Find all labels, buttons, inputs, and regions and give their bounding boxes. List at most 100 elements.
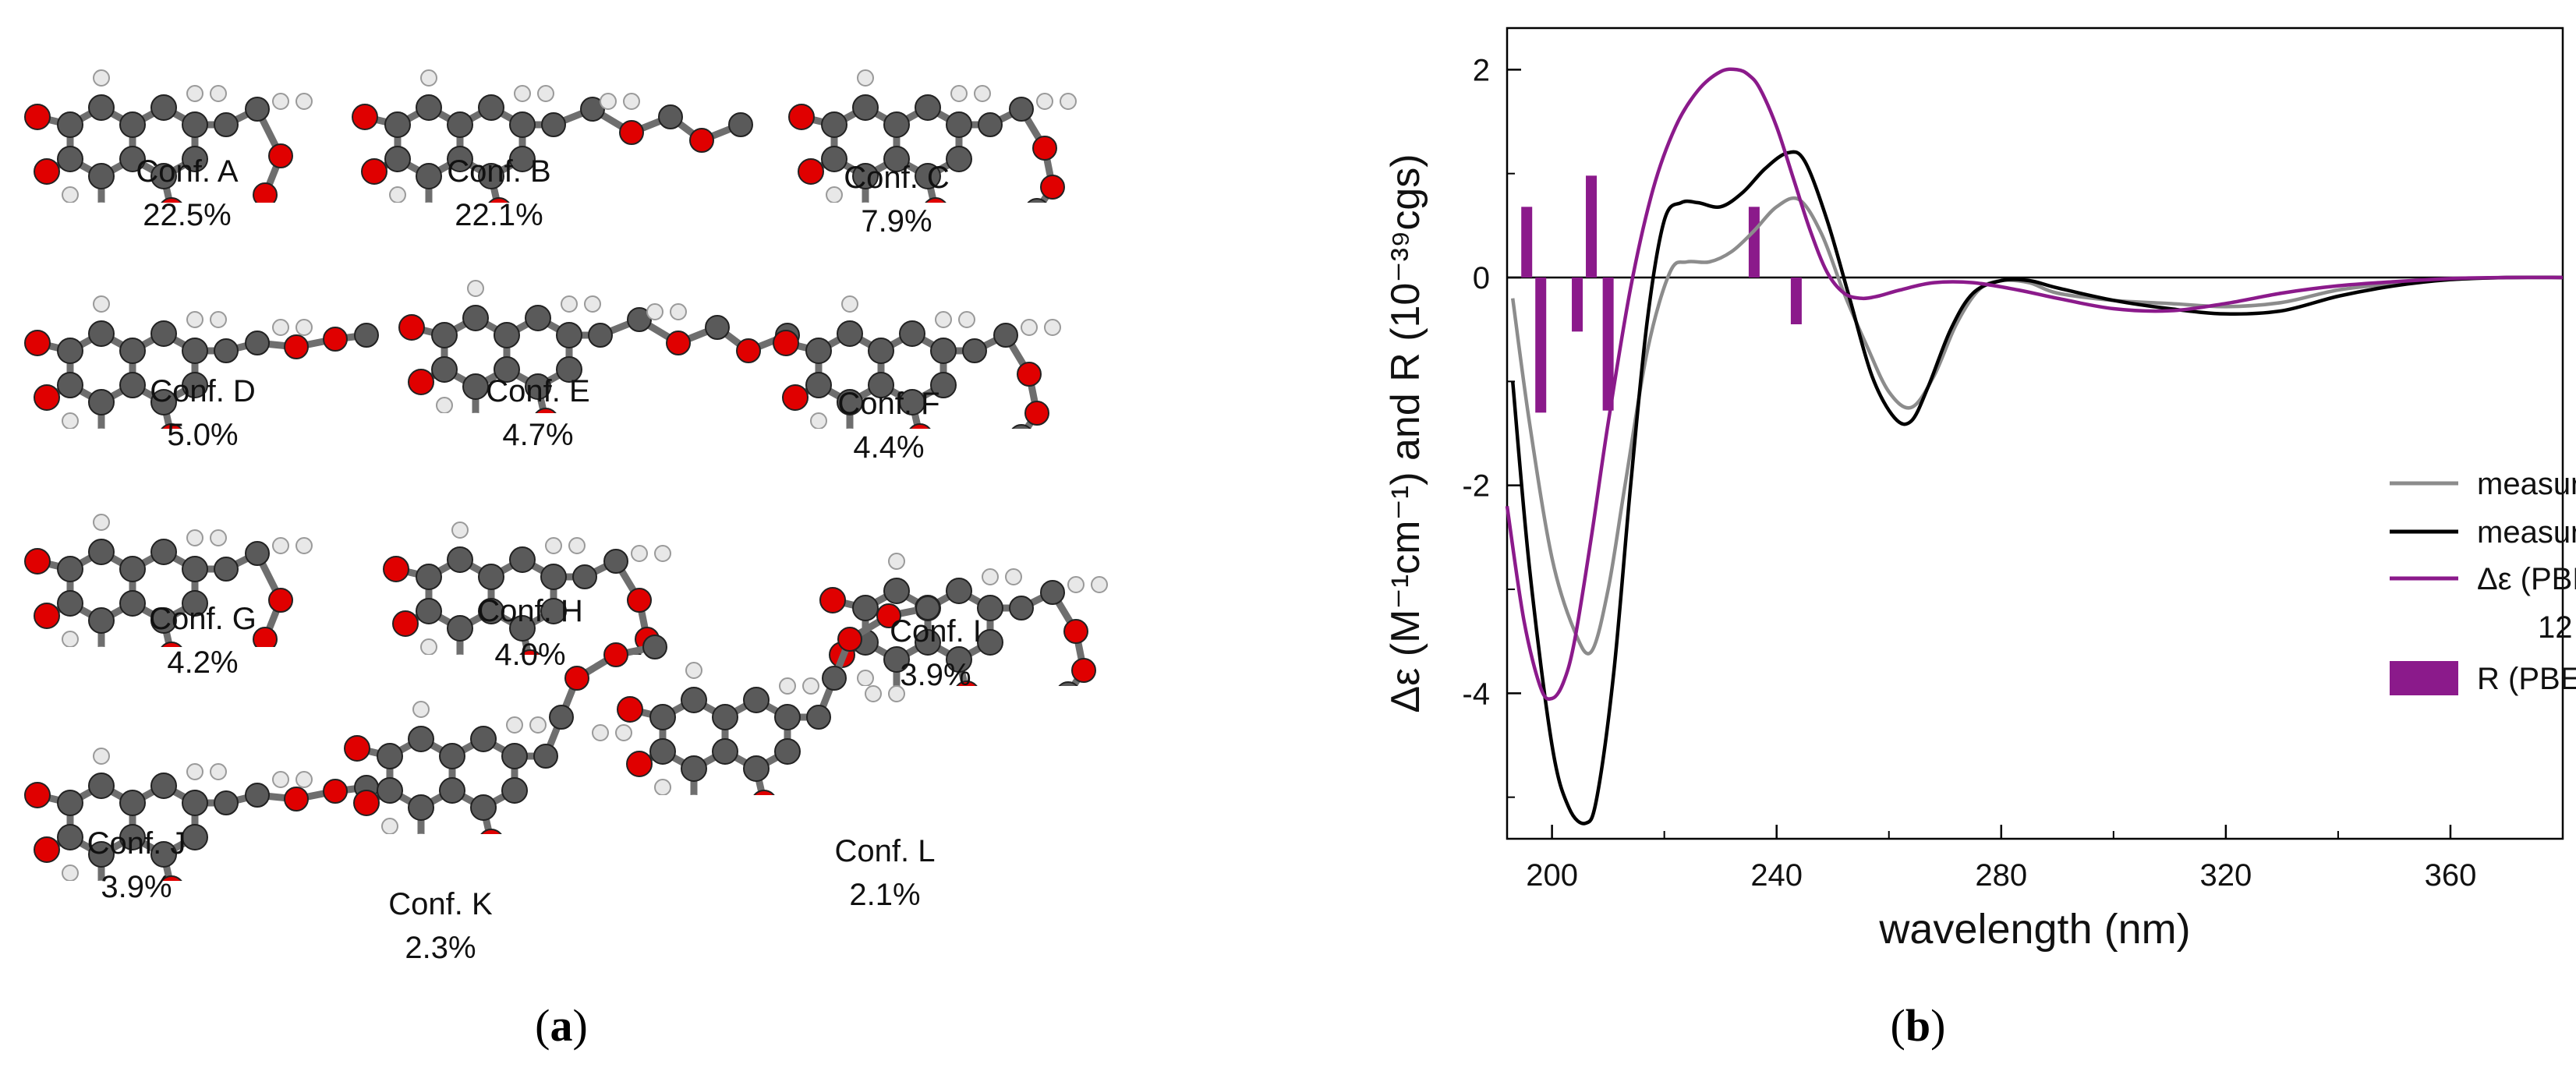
carbon-atom — [88, 607, 115, 634]
oxygen-atom — [34, 158, 60, 185]
carbon-atom — [182, 146, 208, 172]
conformer-name: Conf. G — [149, 602, 257, 636]
y-tick-label: 2 — [1473, 53, 1490, 87]
oxygen-atom — [837, 627, 862, 652]
carbon-atom — [57, 556, 83, 582]
hydrogen-atom — [451, 522, 469, 539]
carbon-atom — [494, 322, 520, 348]
oxygen-atom — [408, 369, 434, 395]
carbon-atom — [525, 305, 551, 331]
carbon-atom — [712, 704, 738, 730]
carbon-atom — [946, 111, 972, 138]
hydrogen-atom — [93, 69, 110, 87]
hydrogen-atom — [186, 763, 203, 780]
carbon-atom — [416, 94, 442, 121]
oxygen-atom — [284, 787, 309, 811]
carbon-atom — [439, 743, 465, 769]
conformer-population: 4.7% — [502, 418, 574, 452]
carbon-atom — [649, 704, 676, 730]
carbon-atom — [88, 841, 115, 868]
conformer-structure — [24, 748, 379, 881]
oxygen-atom — [253, 627, 278, 647]
carbon-atom — [962, 338, 987, 363]
carbon-atom — [88, 773, 115, 799]
conformer-structure — [617, 596, 940, 795]
hydrogen-atom — [623, 93, 640, 110]
carbon-atom — [150, 539, 177, 565]
hydrogen-atom — [545, 537, 562, 554]
conformer-population: 2.1% — [849, 878, 921, 912]
oxygen-atom — [284, 334, 309, 359]
carbon-atom — [245, 541, 270, 566]
carbon-atom — [852, 595, 879, 621]
oxygen-atom — [876, 603, 901, 628]
carbon-atom — [494, 356, 520, 383]
carbon-atom — [501, 777, 528, 804]
legend-label-calc: Δε (PBE0/TZVP, average of — [2477, 562, 2576, 596]
carbon-atom — [119, 111, 146, 138]
hydrogen-atom — [210, 85, 227, 102]
oxygen-atom — [352, 104, 378, 130]
hydrogen-atom — [654, 545, 671, 562]
conformer-name: Conf. D — [150, 374, 256, 408]
carbon-atom — [119, 556, 146, 582]
carbon-atom — [88, 163, 115, 189]
hydrogen-atom — [974, 85, 991, 102]
hydrogen-atom — [186, 311, 203, 328]
carbon-atom — [119, 372, 146, 398]
carbon-atom — [580, 97, 605, 122]
carbon-atom — [883, 111, 910, 138]
hydrogen-atom — [935, 311, 952, 328]
oxygen-atom — [626, 751, 653, 777]
legend-swatch-r — [2390, 661, 2458, 695]
conformer-population: 22.5% — [143, 198, 232, 232]
carbon-atom — [681, 687, 707, 713]
hydrogen-atom — [685, 662, 702, 679]
carbon-atom — [88, 539, 115, 565]
panel-a-label: (a) — [535, 999, 588, 1052]
conformer-name: Conf. J — [87, 826, 186, 861]
carbon-atom — [182, 372, 208, 398]
carbon-atom — [509, 146, 536, 172]
hydrogen-atom — [295, 319, 313, 336]
hydrogen-atom — [1021, 319, 1038, 336]
panel-a-conformers: Conf. A 22.5% Conf. B 22.1% Conf. C 7.9% Conf.… — [24, 69, 1108, 1052]
carbon-atom — [416, 598, 442, 624]
conformer-name: Conf. H — [477, 594, 583, 628]
hydrogen-atom — [646, 303, 663, 320]
carbon-atom — [868, 372, 894, 398]
carbon-atom — [408, 726, 434, 752]
legend-label-15: measured CD of 15 — [2477, 467, 2576, 501]
conformer-name: Conf. C — [844, 161, 950, 195]
hydrogen-atom — [93, 514, 110, 531]
carbon-atom — [119, 590, 146, 617]
carbon-atom — [852, 163, 879, 189]
conformer-structure — [788, 69, 1077, 203]
hydrogen-atom — [62, 631, 79, 647]
hydrogen-atom — [592, 724, 609, 741]
hydrogen-atom — [584, 295, 601, 313]
carbon-atom — [150, 389, 177, 415]
oxygen-atom — [34, 836, 60, 863]
oxygen-atom — [361, 158, 387, 185]
carbon-atom — [1009, 97, 1034, 122]
carbon-atom — [572, 564, 597, 589]
carbon-atom — [977, 595, 1003, 621]
panel-b-label-close: ) — [1930, 1000, 1946, 1051]
carbon-atom — [150, 607, 177, 634]
carbon-atom — [1027, 198, 1047, 203]
hydrogen-atom — [802, 677, 819, 695]
oxygen-atom — [909, 423, 931, 429]
oxygen-atom — [34, 603, 60, 629]
oxygen-atom — [24, 548, 51, 575]
series-line-1 — [1510, 196, 2564, 656]
carbon-atom — [822, 666, 847, 691]
carbon-atom — [245, 97, 270, 122]
hydrogen-atom — [93, 748, 110, 765]
oxygen-atom — [925, 197, 947, 203]
carbon-atom — [384, 111, 411, 138]
hydrogen-atom — [950, 85, 968, 102]
carbon-atom — [743, 755, 770, 782]
carbon-atom — [182, 111, 208, 138]
